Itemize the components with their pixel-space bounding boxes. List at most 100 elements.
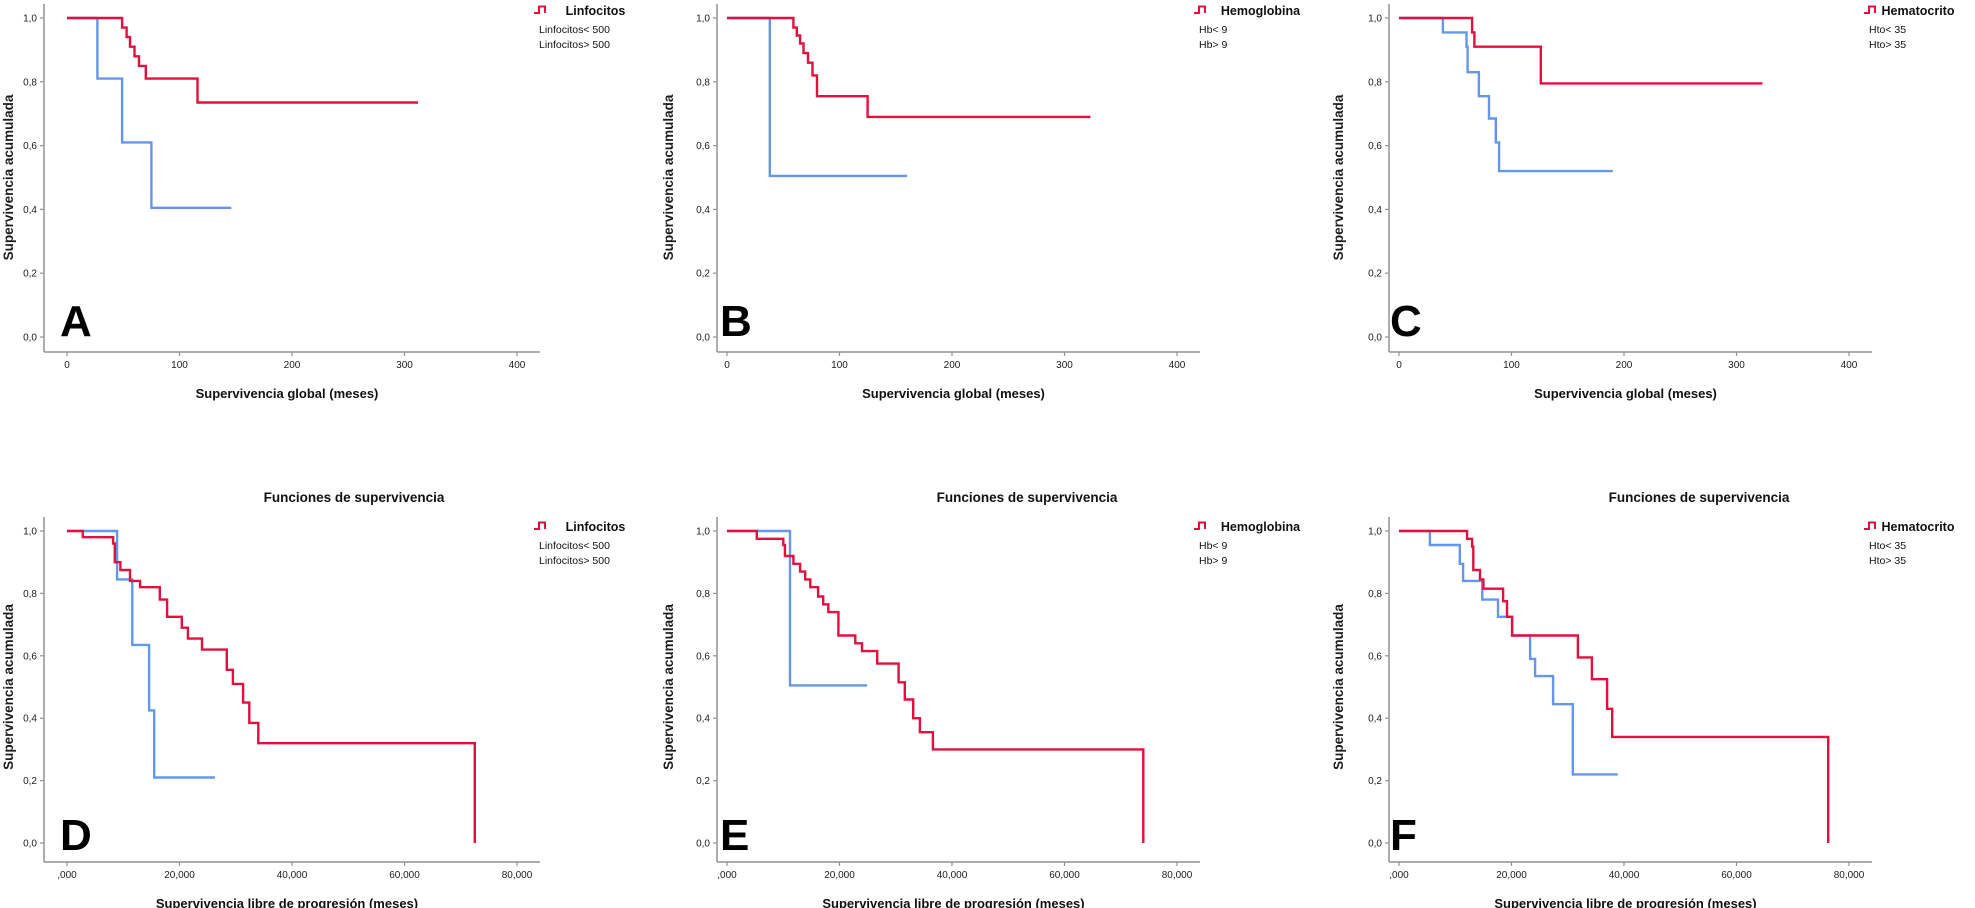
y-tick-label: 0,8 [1368, 77, 1382, 88]
y-tick-label: 0,6 [696, 141, 710, 152]
x-tick-label: 20,000 [824, 870, 855, 881]
y-tick-label: 0,0 [1368, 333, 1382, 344]
legend-entry-hb-9: Hb> 9 [1193, 5, 1328, 52]
y-tick-label: 0,0 [23, 839, 37, 850]
legend-entry-hto-35: Hto> 35 [1863, 5, 1973, 52]
x-tick-label: 400 [1841, 360, 1858, 371]
legend-title: Hemoglobina [1220, 520, 1301, 534]
x-tick-label: 200 [944, 360, 961, 371]
legend-entry-label: Hto< 35 [1869, 23, 1907, 36]
survival-curve-linfocitos-500 [67, 529, 476, 843]
y-tick-label: 0,8 [696, 77, 710, 88]
legend-step-glyph [1864, 521, 1876, 530]
legend-entry-label: Hb> 9 [1199, 554, 1228, 567]
y-axis-title: Supervivencia acumulada [1, 94, 16, 260]
survival-curve-linfocitos-500 [67, 16, 418, 104]
y-tick-label: 0,4 [696, 205, 710, 216]
legend-entry-label: Hto> 35 [1869, 38, 1907, 51]
legend-entry-linfocitos-500: Linfocitos< 500 [533, 521, 658, 553]
legend-hematocrito: Hematocrito Hto< 35 Hto> 35 [1863, 520, 1973, 568]
y-axis-title: Supervivencia acumulada [661, 604, 676, 770]
panel-D: ,000 20,000 40,000 60,000 80,000 0,0 0,2 0,4 0,6… [0, 480, 660, 908]
legend-entry-label: Linfocitos< 500 [539, 539, 610, 552]
y-tick-label: 0,0 [696, 839, 710, 850]
survival-curve-hto-35 [1399, 16, 1763, 85]
y-axis-title: Supervivencia acumulada [661, 94, 676, 260]
legend-title: Hematocrito [1881, 520, 1955, 534]
panel-C: 0 100 200 300 400 0,0 0,2 0,4 0,6 0,8 1,0 Supervive… [1330, 0, 1975, 420]
legend-hemoglobina: Hemoglobina Hb< 9 Hb> 9 [1193, 4, 1328, 52]
y-tick-label: 0,8 [696, 589, 710, 600]
y-tick-label: 1,0 [1368, 14, 1382, 25]
y-tick-label: 0,0 [1368, 839, 1382, 850]
legend-step-glyph [1194, 521, 1206, 530]
survival-curve-linfocitos-500 [67, 16, 232, 210]
legend-title: Linfocitos [565, 4, 626, 18]
legend-step-icon-red [1864, 521, 1876, 530]
x-tick-label: 60,000 [1721, 870, 1752, 881]
y-tick-label: 0,2 [1368, 269, 1382, 280]
y-tick-label: 0,2 [23, 776, 37, 787]
legend-entry-linfocitos-500: Linfocitos> 500 [533, 521, 658, 568]
panel-D-plot: ,000 20,000 40,000 60,000 80,000 0,0 0,2 0,4 0,6… [1, 517, 540, 881]
panel-C-letter: C [1390, 297, 1422, 346]
legend-title: Hemoglobina [1220, 4, 1301, 18]
panel-D-title: Funciones de supervivencia [263, 490, 445, 505]
legend-entry-linfocitos-500: Linfocitos> 500 [533, 5, 658, 52]
panel-B: 0 100 200 300 400 0,0 0,2 0,4 0,6 0,8 1,0 Supervive… [660, 0, 1330, 420]
x-tick-label: 100 [1503, 360, 1520, 371]
panel-D-letter: D [60, 811, 92, 860]
x-axis-title: Supervivencia libre de progresión (meses… [155, 896, 419, 908]
x-tick-label: 0 [64, 360, 70, 371]
survival-curve-hto-35 [1399, 529, 1830, 843]
panel-F-letter: F [1390, 811, 1417, 860]
y-tick-label: 0,8 [23, 77, 37, 88]
legend-entry-label: Hto> 35 [1869, 554, 1907, 567]
legend-entry-label: Linfocitos> 500 [539, 554, 610, 567]
y-tick-label: 0,4 [23, 205, 37, 216]
x-tick-label: 40,000 [277, 870, 308, 881]
legend-entry-hb-9: Hb< 9 [1193, 5, 1328, 37]
x-tick-label: ,000 [717, 870, 737, 881]
y-tick-label: 0,8 [23, 589, 37, 600]
legend-entry-hb-9: Hb> 9 [1193, 521, 1328, 568]
y-axis-title: Supervivencia acumulada [1331, 604, 1346, 770]
x-tick-label: 100 [831, 360, 848, 371]
y-tick-label: 0,4 [1368, 714, 1382, 725]
legend-entry-hto-35: Hto< 35 [1863, 5, 1973, 37]
legend-hematocrito: Hematocrito Hto< 35 Hto> 35 [1863, 4, 1973, 52]
x-tick-label: 60,000 [389, 870, 420, 881]
legend-title: Hematocrito [1881, 4, 1955, 18]
x-tick-label: 400 [1169, 360, 1186, 371]
panel-C-plot: 0 100 200 300 400 0,0 0,2 0,4 0,6 0,8 1,0 Supervive… [1331, 4, 1872, 371]
panel-A-letter: A [60, 297, 92, 346]
y-tick-label: 1,0 [23, 14, 37, 25]
x-axis-title: Supervivencia global (meses) [195, 386, 379, 401]
x-tick-label: 80,000 [1162, 870, 1193, 881]
survival-curve-hto-35 [1399, 529, 1618, 776]
x-tick-label: 300 [1056, 360, 1073, 371]
x-tick-label: 20,000 [1496, 870, 1527, 881]
x-tick-label: ,000 [1389, 870, 1409, 881]
y-tick-label: 1,0 [23, 527, 37, 538]
survival-curve-linfocitos-500 [67, 529, 215, 779]
x-tick-label: 60,000 [1049, 870, 1080, 881]
y-tick-label: 0,8 [1368, 589, 1382, 600]
x-axis-title: Supervivencia global (meses) [1534, 386, 1717, 401]
y-tick-label: 0,6 [1368, 651, 1382, 662]
y-tick-label: 1,0 [1368, 527, 1382, 538]
panel-E-title: Funciones de supervivencia [936, 490, 1118, 505]
legend-step-glyph [1194, 5, 1206, 14]
legend-entry-label: Hto< 35 [1869, 539, 1907, 552]
legend-linfocitos: Linfocitos Linfocitos< 500 Linfocitos> 500 [533, 520, 658, 568]
legend-step-icon-red [1864, 5, 1876, 14]
x-tick-label: 80,000 [502, 870, 533, 881]
y-tick-label: 0,6 [23, 651, 37, 662]
legend-entry-label: Hb< 9 [1199, 23, 1228, 36]
panel-E-letter: E [720, 811, 750, 860]
survival-curve-hb-9 [727, 529, 1145, 843]
legend-step-glyph [534, 5, 546, 14]
panel-E-plot: ,000 20,000 40,000 60,000 80,000 0,0 0,2 0,4 0,6… [661, 517, 1200, 881]
legend-entry-linfocitos-500: Linfocitos< 500 [533, 5, 658, 37]
